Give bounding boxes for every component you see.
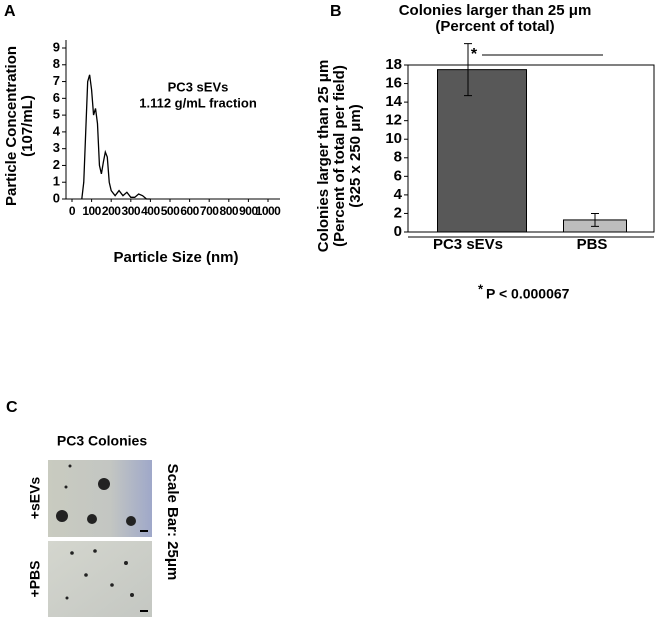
images-title: PC3 Colonies — [57, 433, 147, 449]
panel-label: A — [4, 3, 16, 20]
micrograph — [48, 460, 152, 537]
y-tick-label: 3 — [53, 140, 60, 155]
y-axis-label: (325 x 250 μm) — [347, 104, 364, 207]
scale-bar-label: Scale Bar: 25μm — [164, 464, 181, 581]
y-tick-label: 4 — [53, 123, 61, 138]
y-tick-label: 14 — [385, 93, 402, 110]
y-tick-label: 18 — [385, 56, 402, 73]
colonies — [56, 464, 136, 526]
y-axis-label: (Percent of total per field) — [331, 65, 348, 247]
chart-title: (Percent of total) — [435, 18, 554, 35]
row-label: +sEVs — [27, 477, 43, 520]
y-tick-label: 10 — [385, 130, 402, 147]
error-bar — [591, 212, 599, 227]
panel-label: C — [6, 399, 18, 416]
panel-label: B — [330, 3, 342, 20]
y-axis-label: Particle Concentration — [3, 46, 20, 206]
row-label: +PBS — [27, 561, 43, 598]
x-tick-label: 900 — [239, 204, 258, 218]
x-tick-label: 800 — [220, 204, 239, 218]
footnote: P < 0.000067 — [486, 286, 570, 302]
y-tick-label: 8 — [394, 149, 402, 166]
bar — [437, 69, 527, 233]
x-tick-label: 0 — [69, 204, 76, 218]
x-tick-label: 500 — [161, 204, 180, 218]
y-tick-label: 7 — [53, 73, 60, 88]
annotation: 1.112 g/mL fraction — [139, 95, 257, 110]
plot-frame — [407, 64, 655, 233]
y-tick-label: 6 — [394, 167, 402, 184]
y-tick-label: 5 — [53, 107, 60, 122]
significance: * — [471, 46, 478, 63]
y-tick-label: 6 — [53, 90, 60, 105]
x-tick-label: 600 — [180, 204, 199, 218]
x-tick-label: 400 — [141, 204, 160, 218]
y-tick-label: 1 — [53, 174, 60, 189]
micrograph — [48, 541, 152, 617]
x-axis-label: Particle Size (nm) — [113, 249, 238, 266]
y-axis-label: Colonies larger than 25 μm — [315, 60, 332, 253]
x-tick-label: PC3 sEVs — [433, 236, 503, 253]
y-tick-label: 2 — [394, 204, 402, 221]
y-tick-label: 12 — [385, 112, 402, 129]
x-tick-label: 100 — [82, 204, 101, 218]
x-tick-label: 1000 — [256, 204, 282, 218]
y-tick-label: 0 — [53, 190, 60, 205]
x-tick-label: PBS — [577, 236, 608, 253]
x-tick-label: 700 — [200, 204, 219, 218]
chart-title: Colonies larger than 25 μm — [399, 2, 592, 19]
x-tick-label: 300 — [122, 204, 141, 218]
y-tick-label: 16 — [385, 75, 402, 92]
y-tick-label: 9 — [53, 39, 60, 54]
y-tick-label: 8 — [53, 56, 60, 71]
annotation: PC3 sEVs — [168, 79, 229, 94]
colonies — [65, 549, 134, 600]
y-tick-label: 0 — [394, 223, 402, 240]
y-axis-label: (107/mL) — [19, 95, 36, 157]
error-bar — [464, 43, 472, 97]
x-tick-label: 200 — [102, 204, 121, 218]
y-tick-label: 4 — [394, 186, 403, 203]
footnote-marker: * — [478, 281, 484, 296]
data-line — [81, 74, 151, 200]
y-tick-label: 2 — [53, 157, 60, 172]
